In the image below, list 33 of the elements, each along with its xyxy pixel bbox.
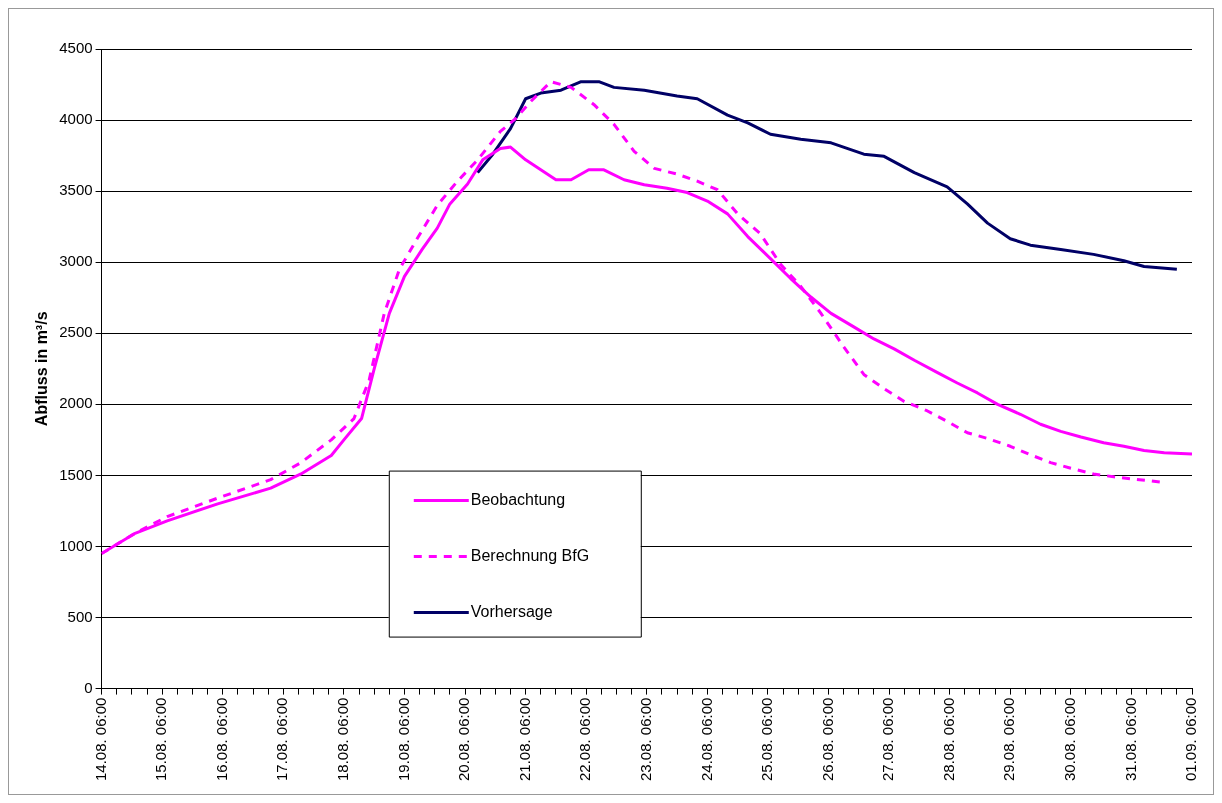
legend-label: Vorhersage xyxy=(470,603,553,620)
legend-label: Beobachtung xyxy=(470,491,566,508)
y-tick-label: 4000 xyxy=(59,110,93,128)
y-tick-label: 1000 xyxy=(59,536,93,554)
x-tick-label: 23.08. 06:00 xyxy=(636,697,654,782)
x-tick-label: 24.08. 06:00 xyxy=(697,697,715,782)
x-tick-label: 19.08. 06:00 xyxy=(394,697,412,782)
x-tick-label: 25.08. 06:00 xyxy=(758,697,776,782)
x-tick-label: 01.09. 06:00 xyxy=(1182,697,1200,782)
y-tick-label: 500 xyxy=(67,607,93,625)
y-tick-label: 2500 xyxy=(59,323,93,341)
y-tick-label: 0 xyxy=(84,678,93,696)
x-tick-label: 18.08. 06:00 xyxy=(334,697,352,782)
y-tick-label: 4500 xyxy=(59,39,93,57)
x-tick-label: 27.08. 06:00 xyxy=(879,697,897,782)
x-tick-label: 22.08. 06:00 xyxy=(576,697,594,782)
y-tick-label: 1500 xyxy=(59,465,93,483)
y-tick-label: 3500 xyxy=(59,181,93,199)
x-tick-label: 16.08. 06:00 xyxy=(212,697,230,782)
legend-label: Berechnung BfG xyxy=(470,547,590,564)
x-tick-label: 15.08. 06:00 xyxy=(152,697,170,782)
y-tick-label: 2000 xyxy=(59,394,93,412)
x-tick-label: 31.08. 06:00 xyxy=(1121,697,1139,782)
x-tick-label: 21.08. 06:00 xyxy=(515,697,533,782)
x-tick-label: 29.08. 06:00 xyxy=(1000,697,1018,782)
x-tick-label: 30.08. 06:00 xyxy=(1060,697,1078,782)
x-tick-label: 28.08. 06:00 xyxy=(939,697,957,782)
x-tick-label: 17.08. 06:00 xyxy=(273,697,291,782)
y-tick-label: 3000 xyxy=(59,252,93,270)
x-tick-label: 26.08. 06:00 xyxy=(818,697,836,782)
y-axis-title: Abfluss in m³/s xyxy=(33,311,51,427)
x-tick-label: 20.08. 06:00 xyxy=(455,697,473,782)
x-tick-label: 14.08. 06:00 xyxy=(91,697,109,782)
